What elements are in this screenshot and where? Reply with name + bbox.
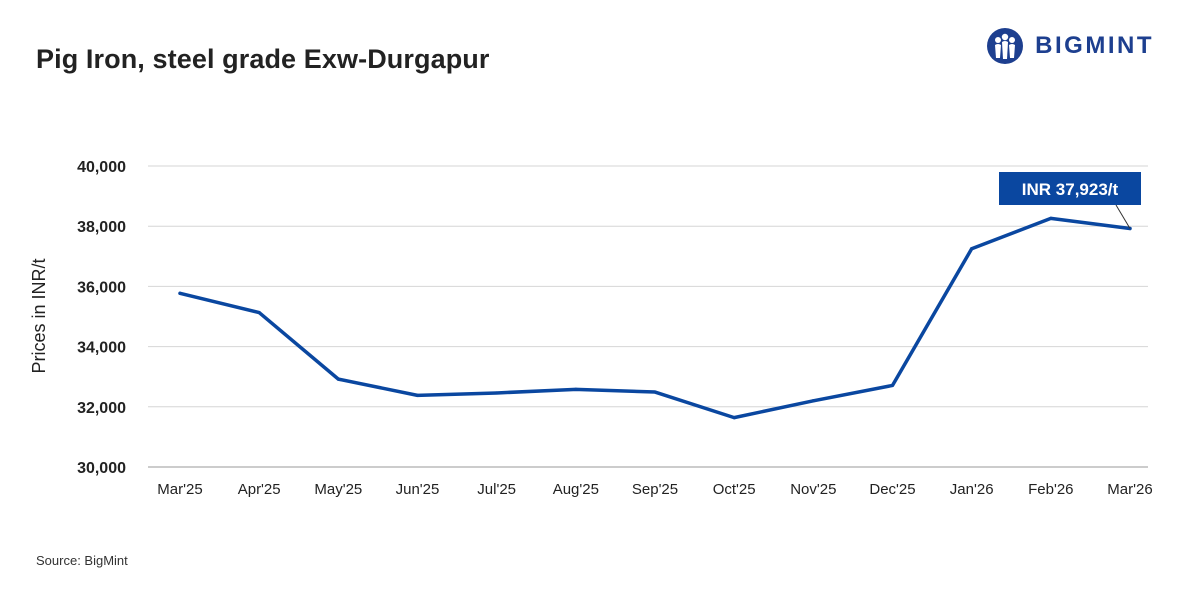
x-tick-label: Jun'25 — [396, 481, 440, 498]
y-tick-label: 36,000 — [77, 279, 126, 296]
data-point — [336, 377, 340, 381]
bigmint-logo-icon — [987, 28, 1024, 64]
series — [178, 216, 1132, 420]
x-tick-label: Nov'25 — [790, 481, 836, 498]
x-tick-label: Aug'25 — [553, 481, 599, 498]
y-tick-label: 40,000 — [77, 159, 126, 176]
data-point — [574, 387, 578, 391]
x-tick-label: Feb'26 — [1028, 481, 1073, 498]
x-tick-label: Jul'25 — [477, 481, 516, 498]
data-point — [970, 247, 974, 251]
annotation-label: INR 37,923/t — [1022, 180, 1119, 199]
source-note: Source: BigMint — [36, 553, 128, 568]
annotation-leader — [1115, 204, 1131, 229]
y-axis-ticks: 30,000 32,000 34,000 36,000 38,000 40,000 — [77, 159, 126, 477]
grid-lines — [148, 165, 1148, 468]
annotation-box — [999, 172, 1141, 205]
annotation: INR 37,923/t — [999, 172, 1141, 229]
y-axis-label: Prices in INR/t — [29, 258, 49, 373]
data-point — [653, 390, 657, 394]
x-tick-label: Mar'25 — [157, 481, 202, 498]
x-axis-ticks: Mar'25 Apr'25 May'25 Jun'25 Jul'25 Aug'25 Sep'… — [157, 481, 1152, 498]
data-point — [890, 383, 895, 388]
x-tick-label: Mar'26 — [1107, 481, 1152, 498]
brand-logo: BIGMINT — [985, 26, 1154, 66]
x-tick-label: Oct'25 — [713, 481, 756, 498]
y-tick-label: 30,000 — [77, 460, 126, 477]
y-tick-label: 34,000 — [77, 340, 126, 357]
data-point — [1049, 216, 1053, 220]
y-tick-label: 32,000 — [77, 400, 126, 417]
x-tick-label: Dec'25 — [869, 481, 915, 498]
data-point — [811, 399, 815, 403]
data-point — [732, 416, 736, 420]
x-tick-label: May'25 — [314, 481, 362, 498]
data-point — [257, 310, 261, 315]
y-tick-label: 38,000 — [77, 219, 126, 236]
chart-title: Pig Iron, steel grade Exw-Durgapur — [36, 44, 490, 74]
x-tick-label: Sep'25 — [632, 481, 678, 498]
x-tick-label: Jan'26 — [950, 481, 994, 498]
data-point — [415, 393, 420, 397]
brand-name: BIGMINT — [1035, 32, 1154, 59]
data-point — [495, 391, 499, 395]
series-line — [178, 216, 1132, 420]
data-point — [178, 291, 182, 295]
x-tick-label: Apr'25 — [238, 481, 281, 498]
